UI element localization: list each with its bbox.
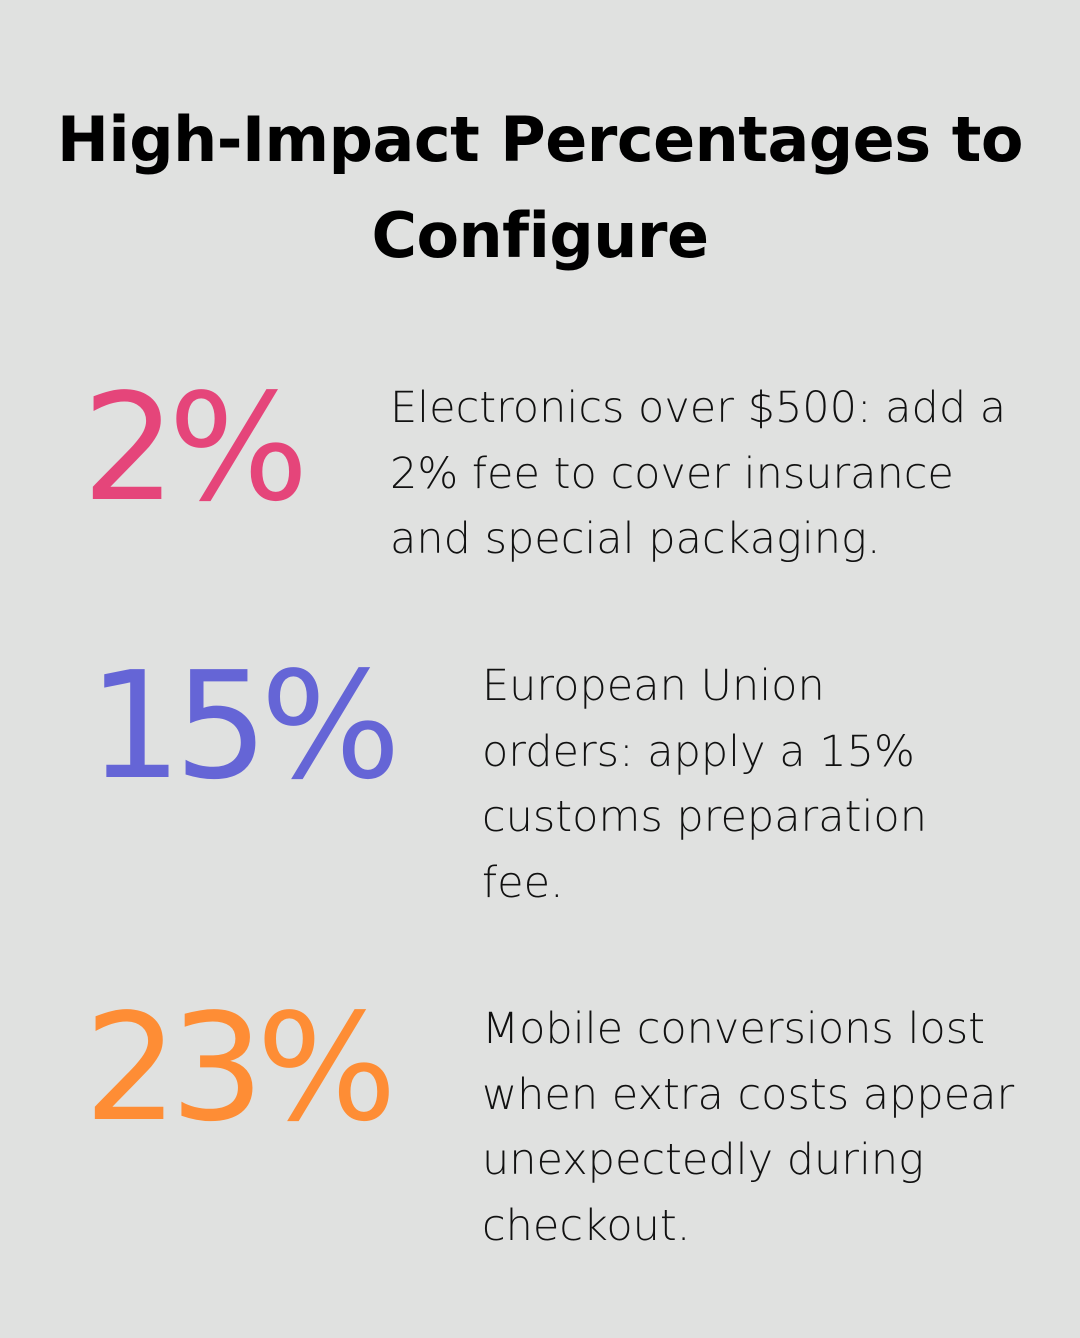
stat-description: Electronics over $500: add a 2% fee to c… <box>390 383 1007 564</box>
stat-description: European Union orders: apply a 15% custo… <box>482 661 927 908</box>
stat-value: 2% <box>82 362 309 534</box>
stat-value: 15% <box>88 640 401 812</box>
stat-description: Mobile conversions lost when extra costs… <box>482 1004 1015 1251</box>
page-title: High-Impact Percentages to Configure <box>57 103 1023 272</box>
stat-value: 23% <box>84 982 397 1154</box>
